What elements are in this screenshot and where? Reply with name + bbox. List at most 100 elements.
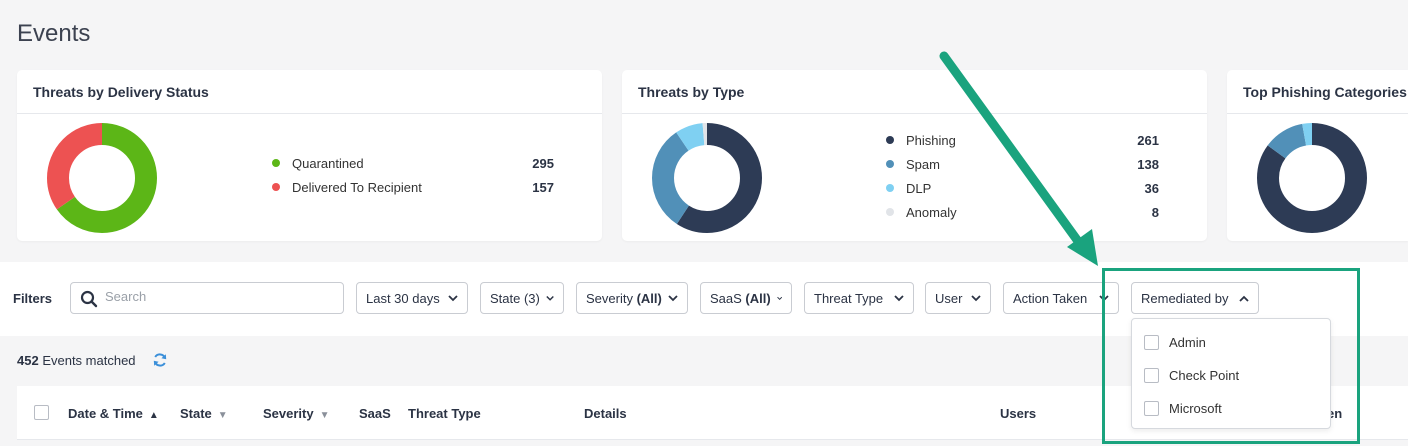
- donut-segment-anomaly: [652, 123, 762, 233]
- severity-label: Severity (All): [586, 291, 662, 306]
- legend-value: 295: [532, 155, 554, 171]
- legend-label: DLP: [906, 180, 932, 196]
- menu-option-check-point[interactable]: Check Point: [1144, 365, 1239, 385]
- user-dropdown[interactable]: User: [925, 282, 991, 314]
- search-icon: [80, 290, 98, 308]
- saas-label: SaaS (All): [710, 291, 771, 306]
- legend-label: Delivered To Recipient: [292, 179, 422, 195]
- option-checkbox[interactable]: [1144, 400, 1159, 416]
- donut-segment: [1257, 123, 1367, 233]
- legend-dot: [272, 183, 280, 191]
- events-count-number: 452: [17, 353, 39, 368]
- action-taken-dropdown[interactable]: Action Taken: [1003, 282, 1119, 314]
- option-label: Microsoft: [1169, 400, 1222, 416]
- legend-item[interactable]: Quarantined 295: [272, 151, 554, 175]
- sort-desc-icon: ▼: [217, 410, 228, 421]
- delivery-status-donut[interactable]: [46, 122, 158, 234]
- column-threat-type[interactable]: Threat Type: [408, 406, 481, 421]
- chevron-down-icon: [546, 295, 554, 301]
- chevron-down-icon: [894, 294, 904, 301]
- legend-item[interactable]: Delivered To Recipient 157: [272, 175, 554, 199]
- legend-value: 36: [1144, 180, 1159, 196]
- column-state[interactable]: State ▼: [180, 406, 228, 421]
- legend-label: Anomaly: [906, 204, 957, 220]
- legend-value: 157: [532, 179, 554, 195]
- chevron-down-icon: [776, 296, 782, 300]
- legend-item[interactable]: DLP 36: [886, 176, 1159, 200]
- saas-label-value: (All): [745, 290, 771, 306]
- refresh-icon[interactable]: [152, 352, 168, 368]
- delivery-status-legend: Quarantined 295 Delivered To Recipient 1…: [272, 151, 554, 199]
- saas-dropdown[interactable]: SaaS (All): [700, 282, 792, 314]
- remediated-by-dropdown[interactable]: Remediated by: [1131, 282, 1259, 314]
- remediated-by-menu: Admin Check Point Microsoft: [1131, 318, 1331, 429]
- legend-label: Phishing: [906, 132, 956, 148]
- column-label: Severity: [263, 406, 314, 421]
- option-checkbox[interactable]: [1144, 334, 1159, 350]
- threats-by-type-donut[interactable]: [651, 122, 763, 234]
- top-phishing-categories-card: Top Phishing Categories: [1227, 70, 1408, 241]
- top-phishing-categories-donut[interactable]: [1256, 122, 1368, 234]
- date-range-label: Last 30 days: [366, 290, 440, 306]
- column-label: State: [180, 406, 212, 421]
- delivery-status-card: Threats by Delivery Status Quarantined 2…: [17, 70, 602, 241]
- legend-dot: [886, 160, 894, 168]
- annotation-highlight-box: [1102, 268, 1360, 444]
- top-phishing-categories-title: Top Phishing Categories: [1227, 70, 1408, 114]
- legend-dot: [272, 159, 280, 167]
- legend-dot: [886, 208, 894, 216]
- option-label: Check Point: [1169, 367, 1240, 383]
- donut-segment-spam: [652, 123, 762, 233]
- search-input[interactable]: [105, 289, 335, 304]
- threats-by-type-title: Threats by Type: [622, 70, 1207, 114]
- threat-type-label: Threat Type: [814, 290, 884, 306]
- chevron-down-icon: [448, 294, 458, 301]
- legend-value: 8: [1151, 204, 1159, 220]
- events-count-text: Events matched: [38, 353, 136, 368]
- user-label: User: [935, 290, 963, 306]
- column-users[interactable]: Users: [1000, 406, 1037, 421]
- column-severity[interactable]: Severity ▼: [263, 406, 330, 421]
- events-count: 452 Events matched: [17, 353, 136, 368]
- column-label: Date & Time: [68, 406, 143, 421]
- legend-item[interactable]: Phishing 261: [886, 128, 1159, 152]
- severity-dropdown[interactable]: Severity (All): [576, 282, 688, 314]
- threats-by-type-legend: Phishing 261 Spam 138 DLP 36 Anomaly 8: [886, 128, 1159, 224]
- delivery-status-title: Threats by Delivery Status: [17, 70, 602, 114]
- filters-bar: Filters Last 30 days State (3) Severity …: [0, 262, 1408, 336]
- severity-label-value: (All): [636, 290, 662, 306]
- option-label: Admin: [1169, 334, 1206, 350]
- legend-label: Spam: [906, 156, 940, 172]
- legend-item[interactable]: Spam 138: [886, 152, 1159, 176]
- state-dropdown[interactable]: State (3): [480, 282, 564, 314]
- severity-label-prefix: Severity: [586, 290, 637, 306]
- menu-option-microsoft[interactable]: Microsoft: [1144, 398, 1222, 418]
- chevron-down-icon: [971, 294, 981, 301]
- legend-value: 261: [1137, 132, 1159, 148]
- action-taken-label: Action Taken: [1013, 290, 1088, 306]
- legend-dot: [886, 136, 894, 144]
- state-label: State (3): [490, 290, 540, 306]
- date-range-dropdown[interactable]: Last 30 days: [356, 282, 468, 314]
- search-box[interactable]: [70, 282, 344, 314]
- chevron-down-icon: [668, 294, 678, 301]
- threats-by-type-card: Threats by Type Phishing 261 Spam 138 DL…: [622, 70, 1207, 241]
- menu-option-admin[interactable]: Admin: [1144, 332, 1206, 352]
- filters-label: Filters: [13, 291, 53, 306]
- legend-dot: [886, 184, 894, 192]
- sort-asc-icon: ▲: [148, 410, 159, 421]
- column-saas[interactable]: SaaS: [359, 406, 391, 421]
- page-title: Events: [17, 20, 91, 47]
- select-all-checkbox[interactable]: [34, 405, 49, 420]
- column-details[interactable]: Details: [584, 406, 627, 421]
- saas-label-prefix: SaaS: [710, 290, 746, 306]
- chevron-up-icon: [1239, 295, 1249, 302]
- sort-desc-icon: ▼: [319, 410, 330, 421]
- threat-type-dropdown[interactable]: Threat Type: [804, 282, 914, 314]
- remediated-by-label: Remediated by: [1141, 290, 1229, 306]
- legend-item[interactable]: Anomaly 8: [886, 200, 1159, 224]
- donut-segment-delivered: [47, 123, 157, 233]
- column-date-time[interactable]: Date & Time ▲: [68, 406, 159, 421]
- legend-label: Quarantined: [292, 155, 364, 171]
- option-checkbox[interactable]: [1144, 367, 1159, 383]
